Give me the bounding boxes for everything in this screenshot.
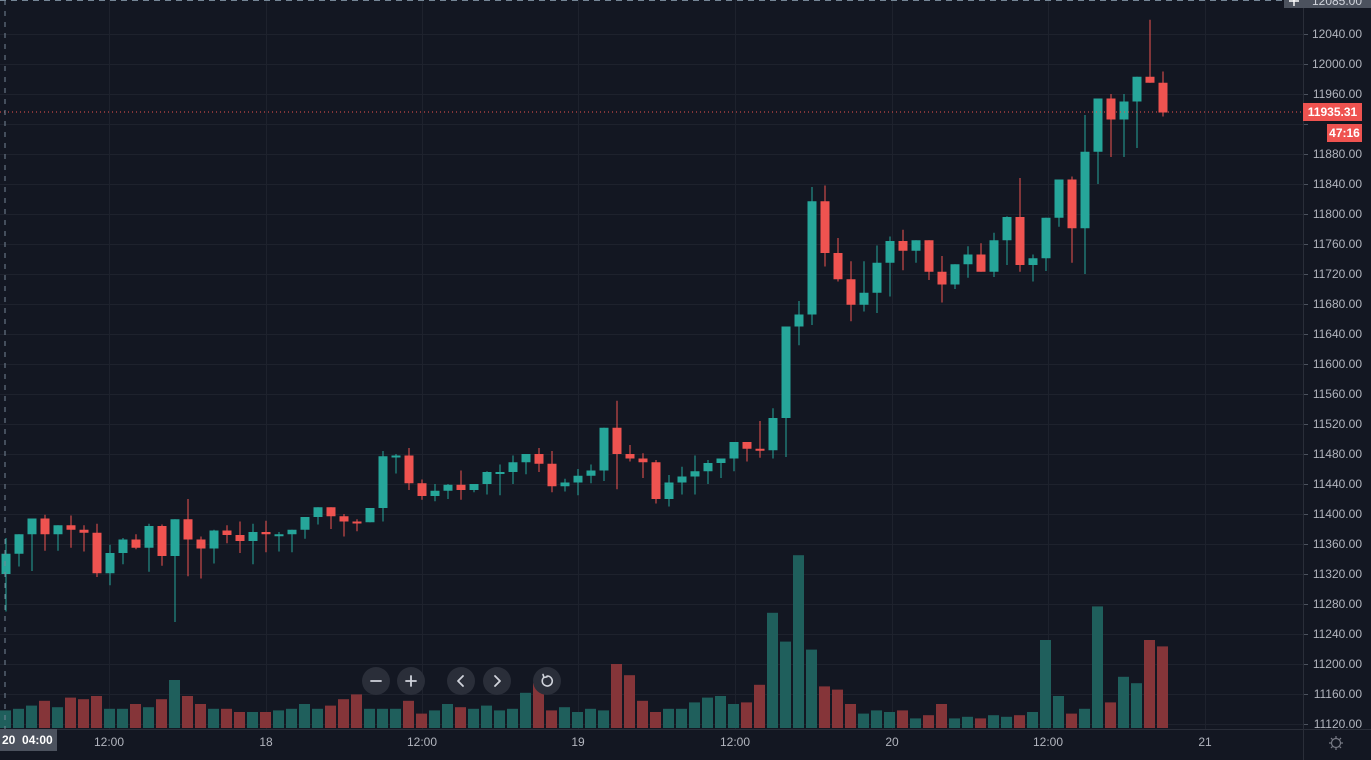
price-tick-label: 11880.00 (1312, 147, 1362, 161)
zoom-in-button[interactable] (397, 667, 425, 695)
price-tick-label: 11960.00 (1312, 87, 1362, 101)
minus-icon (370, 680, 382, 682)
price-tick-label: 11760.00 (1312, 237, 1362, 251)
price-tick-label: 12000.00 (1311, 57, 1362, 71)
price-tick-label: 11560.00 (1312, 387, 1362, 401)
price-tick-label: 11200.00 (1312, 657, 1362, 671)
zoom-out-button[interactable] (362, 667, 390, 695)
time-tick-label: 21 (1198, 735, 1212, 749)
plus-icon (405, 675, 417, 687)
price-tick-label: 11720.00 (1312, 267, 1362, 281)
scroll-left-button[interactable] (447, 667, 475, 695)
time-tick-label: 19 (571, 735, 585, 749)
candlesticks (1, 19, 1168, 622)
price-tick-label: 11400.00 (1312, 507, 1362, 521)
bar-countdown-label: 47:16 (1327, 124, 1362, 142)
plus-icon (1288, 0, 1299, 6)
time-tick-label: 12:00 (719, 735, 751, 749)
price-tick-label: 11280.00 (1312, 597, 1362, 611)
price-tick-label: 12040.00 (1311, 27, 1362, 41)
price-tick-label: 11800.00 (1312, 207, 1362, 221)
price-tick-label: 11320.00 (1312, 567, 1362, 581)
time-tick-label: 18 (259, 735, 273, 749)
time-tick-label: 12:00 (1032, 735, 1064, 749)
price-tick-label: 11520.00 (1312, 417, 1362, 431)
crosshair-time-label: 20 04:00 (0, 729, 57, 751)
price-tick-label: 11240.00 (1312, 627, 1362, 641)
time-tick-label: 20 (885, 735, 899, 749)
crosshair-price-label: 12085.00 (1303, 0, 1371, 8)
price-tick-label: 11680.00 (1312, 297, 1362, 311)
reset-icon (541, 673, 554, 687)
price-tick-label: 11440.00 (1312, 477, 1362, 491)
price-tick-label: 11120.00 (1313, 717, 1362, 731)
add-alert-button[interactable] (1284, 0, 1303, 8)
chevron-left-icon (457, 675, 464, 687)
price-tick-label: 11840.00 (1312, 177, 1362, 191)
scroll-right-button[interactable] (483, 667, 511, 695)
chevron-right-icon (494, 675, 501, 687)
current-price-label: 11935.31 (1303, 103, 1362, 121)
settings-gear-icon[interactable] (1328, 735, 1344, 751)
volume-bars (0, 555, 1168, 728)
price-tick-label: 11600.00 (1312, 357, 1362, 371)
price-tick-label: 11480.00 (1312, 447, 1362, 461)
price-tick-label: 11160.00 (1313, 687, 1362, 701)
reset-chart-button[interactable] (533, 667, 561, 695)
price-tick-label: 11360.00 (1312, 537, 1362, 551)
time-tick-label: 12:00 (93, 735, 125, 749)
price-tick-label: 11640.00 (1312, 327, 1362, 341)
time-tick-label: 12:00 (406, 735, 438, 749)
